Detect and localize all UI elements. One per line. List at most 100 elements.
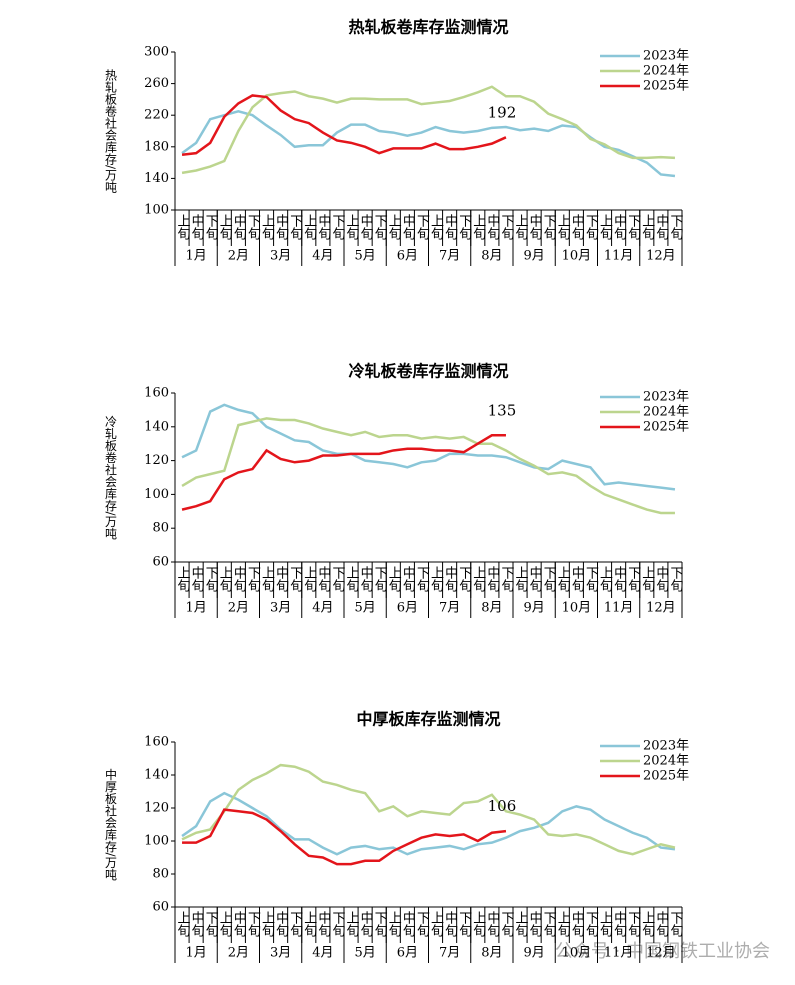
legend-label: 2023年 — [643, 739, 689, 754]
x-tick-label: 下旬 — [456, 214, 472, 240]
x-tick-label: 上旬 — [259, 214, 275, 240]
x-tick-label: 中旬 — [315, 911, 331, 937]
x-group-label: 9月 — [523, 601, 544, 616]
x-tick-label: 中旬 — [358, 911, 374, 937]
y-tick-label: 100 — [144, 834, 169, 849]
x-group-label: 12月 — [646, 946, 676, 961]
x-group-label: 9月 — [523, 249, 544, 264]
x-tick-label: 下旬 — [245, 911, 260, 937]
x-group-label: 4月 — [312, 946, 333, 961]
x-tick-label: 上旬 — [470, 566, 486, 592]
x-tick-label: 中旬 — [527, 214, 543, 240]
x-tick-label: 上旬 — [386, 214, 402, 240]
x-tick-label: 下旬 — [203, 911, 219, 937]
y-tick-label: 180 — [144, 139, 169, 154]
x-tick-label: 中旬 — [231, 214, 247, 240]
x-tick-label: 上旬 — [470, 214, 486, 240]
x-tick-label: 中旬 — [231, 911, 247, 937]
x-tick-label: 上旬 — [639, 214, 655, 240]
x-group-label: 8月 — [481, 601, 502, 616]
x-tick-label: 中旬 — [484, 566, 500, 592]
x-tick-label: 下旬 — [498, 214, 514, 240]
x-tick-label: 中旬 — [273, 214, 289, 240]
chart-title: 冷轧板卷库存监测情况 — [348, 362, 508, 381]
x-group-label: 7月 — [439, 249, 460, 264]
x-group-label: 1月 — [185, 601, 206, 616]
x-tick-label: 下旬 — [625, 566, 641, 592]
x-tick-label: 下旬 — [625, 214, 641, 240]
x-tick-label: 下旬 — [203, 214, 219, 240]
y-tick-label: 120 — [144, 801, 169, 816]
x-tick-label: 下旬 — [372, 566, 388, 592]
x-tick-label: 上旬 — [555, 214, 571, 240]
x-tick-label: 中旬 — [400, 214, 416, 240]
x-tick-label: 下旬 — [329, 911, 345, 937]
y-tick-label: 60 — [152, 555, 169, 570]
x-group-label: 3月 — [270, 946, 291, 961]
x-tick-label: 下旬 — [667, 566, 683, 592]
x-tick-label: 上旬 — [597, 566, 613, 592]
y-tick-label: 300 — [144, 45, 169, 60]
x-tick-label: 中旬 — [189, 214, 205, 240]
x-group-label: 2月 — [228, 601, 249, 616]
x-tick-label: 上旬 — [217, 911, 233, 937]
x-tick-label: 上旬 — [428, 214, 444, 240]
x-group-label: 10月 — [562, 249, 592, 264]
x-group-label: 11月 — [604, 249, 634, 264]
chart-title: 热轧板卷库存监测情况 — [348, 18, 508, 37]
x-group-label: 11月 — [604, 601, 634, 616]
watermark: 公众号 · 中国钢铁工业协会 — [555, 941, 770, 962]
legend-label: 2024年 — [643, 64, 689, 79]
x-tick-label: 下旬 — [203, 566, 219, 592]
annotation: 106 — [488, 797, 517, 815]
x-tick-label: 上旬 — [513, 214, 529, 240]
x-tick-label: 中旬 — [358, 214, 374, 240]
y-tick-label: 120 — [144, 453, 169, 468]
x-tick-label: 上旬 — [301, 911, 317, 937]
x-group-label: 4月 — [312, 601, 333, 616]
legend-label: 2023年 — [643, 49, 689, 64]
x-tick-label: 中旬 — [484, 214, 500, 240]
chart-title: 中厚板库存监测情况 — [356, 710, 500, 729]
legend-label: 2025年 — [643, 420, 689, 435]
x-tick-label: 上旬 — [470, 911, 486, 937]
x-tick-label: 上旬 — [555, 566, 571, 592]
x-tick-label: 中旬 — [569, 566, 585, 592]
x-group-label: 2月 — [228, 946, 249, 961]
x-group-label: 8月 — [481, 946, 502, 961]
x-group-label: 6月 — [397, 601, 418, 616]
x-tick-label: 下旬 — [287, 911, 303, 937]
x-tick-label: 中旬 — [358, 566, 374, 592]
x-tick-label: 上旬 — [639, 911, 655, 937]
x-tick-label: 中旬 — [653, 214, 669, 240]
y-tick-label: 100 — [144, 203, 169, 218]
x-tick-label: 下旬 — [287, 214, 303, 240]
series-line — [181, 94, 507, 156]
x-tick-label: 中旬 — [231, 566, 247, 592]
x-tick-label: 上旬 — [513, 911, 529, 937]
x-group-label: 6月 — [397, 946, 418, 961]
x-tick-label: 下旬 — [414, 566, 430, 592]
series-line — [181, 403, 676, 491]
x-tick-label: 下旬 — [372, 911, 388, 937]
series-line — [181, 791, 676, 856]
x-tick-label: 上旬 — [597, 214, 613, 240]
y-tick-label: 80 — [152, 867, 169, 882]
x-group-label: 11月 — [604, 946, 634, 961]
x-group-label: 5月 — [354, 601, 375, 616]
x-tick-label: 下旬 — [583, 911, 599, 937]
y-tick-label: 160 — [144, 386, 169, 401]
x-tick-label: 中旬 — [527, 566, 543, 592]
annotation: 192 — [488, 103, 517, 121]
x-group-label: 12月 — [646, 601, 676, 616]
x-tick-label: 下旬 — [583, 214, 599, 240]
series-line — [181, 434, 506, 511]
y-tick-label: 140 — [144, 768, 169, 783]
x-group-label: 12月 — [646, 249, 676, 264]
x-group-label: 3月 — [270, 249, 291, 264]
x-tick-label: 中旬 — [400, 566, 416, 592]
y-axis-title: 热轧板卷社会库存/万吨 — [104, 69, 118, 193]
x-tick-label: 中旬 — [273, 911, 289, 937]
x-group-label: 1月 — [185, 249, 206, 264]
